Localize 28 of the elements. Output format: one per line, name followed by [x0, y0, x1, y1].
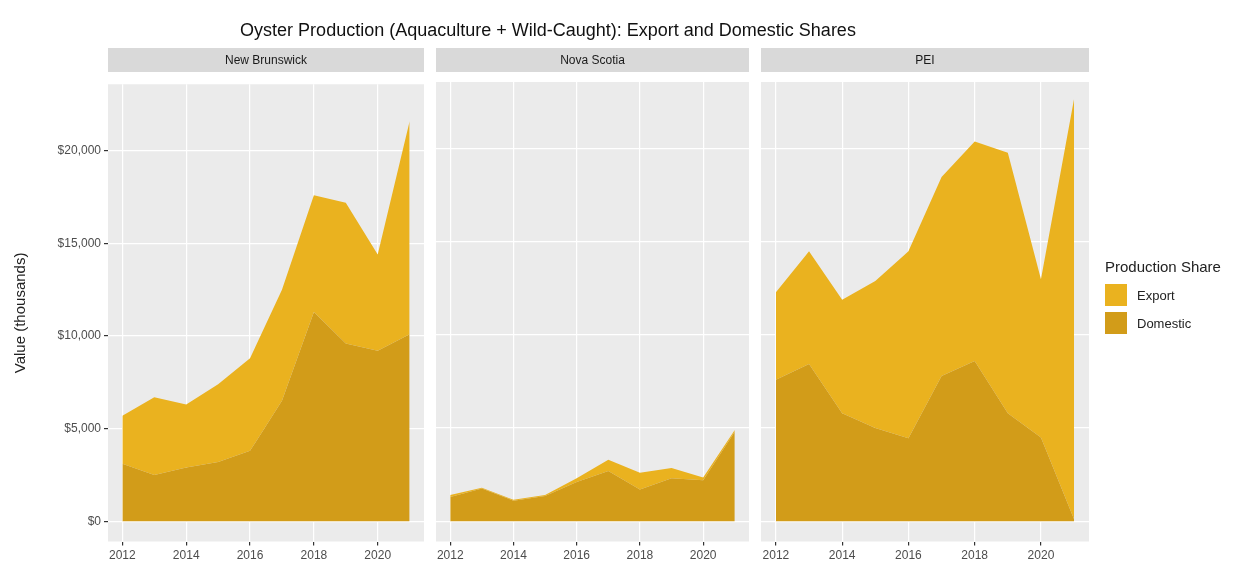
y-tick-label: $0: [87, 513, 102, 528]
x-tick-label: 2016: [895, 548, 923, 563]
x-tick-label: 2020: [364, 548, 392, 563]
legend-label: Export: [1137, 287, 1175, 303]
x-tick-label: 2018: [961, 548, 989, 563]
y-axis-title: Value (thousands): [11, 252, 29, 374]
legend-title: Production Share: [1105, 258, 1221, 275]
legend-label: Domestic: [1137, 315, 1192, 331]
y-tick-label: $15,000: [57, 235, 102, 250]
chart-subtitle: PEI: [761, 48, 1089, 72]
x-tick-label: 2014: [172, 548, 200, 563]
x-tick-label: 2020: [689, 548, 717, 563]
x-tick-label: 2012: [109, 548, 137, 563]
chart-subtitle: New Brunswick: [108, 48, 424, 72]
x-tick-label: 2020: [1027, 548, 1055, 563]
x-tick-label: 2014: [828, 548, 856, 563]
chart-subtitle: Nova Scotia: [436, 48, 749, 72]
x-tick-label: 2012: [436, 548, 464, 563]
x-tick-label: 2016: [563, 548, 591, 563]
x-tick-label: 2012: [762, 548, 790, 563]
x-tick-label: 2018: [626, 548, 654, 563]
y-tick-label: $5,000: [64, 420, 102, 435]
x-tick-label: 2014: [500, 548, 528, 563]
y-tick-label: $10,000: [57, 328, 102, 343]
y-tick-label: $20,000: [57, 143, 102, 158]
x-tick-label: 2016: [236, 548, 264, 563]
text: Oyster Production (Aquaculture + Wild-Caught): Export and Domestic Shares: [239, 20, 857, 41]
x-tick-label: 2018: [300, 548, 328, 563]
